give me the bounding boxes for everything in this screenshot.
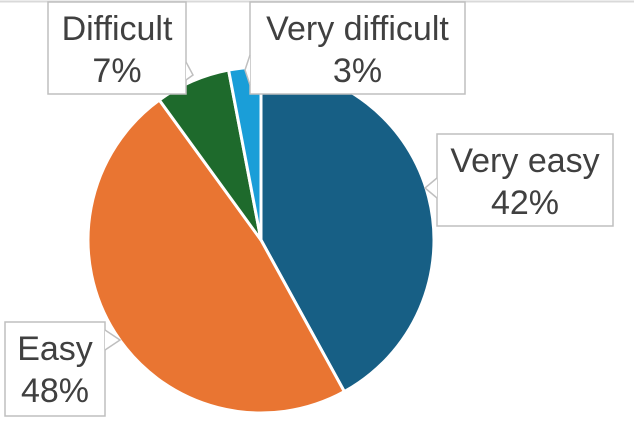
label-category: Difficult (62, 10, 173, 48)
data-labels: Very easy 42% Easy 48% Difficult 7% Very diffi… (4, 1, 614, 417)
callout-pointer (104, 329, 122, 351)
callout-box (47, 1, 187, 95)
callout-box (4, 321, 106, 417)
label-percent: 7% (92, 52, 141, 90)
label-category: Easy (17, 330, 93, 368)
label-percent: 48% (21, 372, 89, 410)
data-label-easy: Easy 48% (4, 321, 122, 417)
label-category: Very difficult (266, 10, 449, 48)
data-label-difficult: Difficult 7% (47, 1, 194, 95)
pie-slice-easy (86, 98, 346, 415)
callout-box (249, 1, 466, 95)
callout-pointer (423, 177, 438, 199)
label-percent: 3% (333, 52, 382, 90)
callout-pointer (185, 61, 194, 81)
label-category: Very easy (450, 142, 599, 180)
data-label-very-difficult: Very difficult 3% (244, 1, 466, 95)
data-label-very-easy: Very easy 42% (423, 133, 614, 227)
label-percent: 42% (491, 184, 559, 222)
pie-slices (86, 65, 436, 415)
callout-pointer (244, 54, 251, 86)
